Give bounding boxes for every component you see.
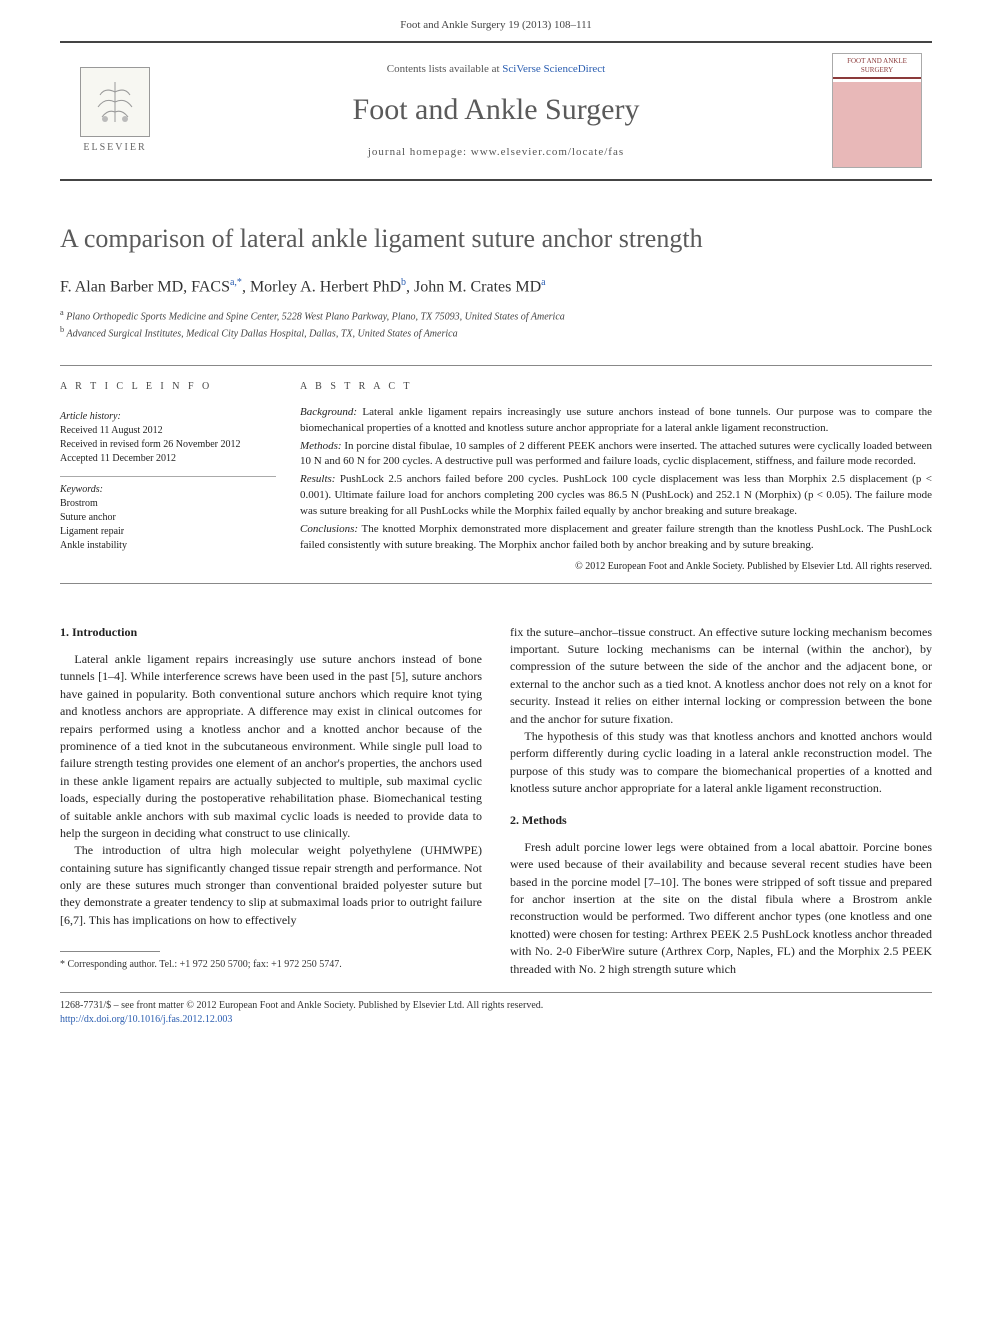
history-label: Article history:: [60, 410, 276, 424]
methods-label: Methods:: [300, 440, 342, 452]
cover-title: FOOT AND ANKLE SURGERY: [833, 54, 921, 79]
journal-title: Foot and Ankle Surgery: [160, 89, 832, 131]
sciencedirect-link[interactable]: SciVerse ScienceDirect: [502, 63, 605, 75]
homepage-line: journal homepage: www.elsevier.com/locat…: [160, 145, 832, 160]
article-info-sidebar: A R T I C L E I N F O Article history: R…: [60, 380, 300, 574]
results-text: PushLock 2.5 anchors failed before 200 c…: [300, 473, 932, 517]
background-label: Background:: [300, 406, 357, 418]
author-1: F. Alan Barber MD, FACS: [60, 278, 230, 295]
affiliation-b: Advanced Surgical Institutes, Medical Ci…: [67, 328, 458, 339]
body-columns: 1. Introduction Lateral ankle ligament r…: [60, 624, 932, 978]
column-left: 1. Introduction Lateral ankle ligament r…: [60, 624, 482, 978]
section-1-p1: Lateral ankle ligament repairs increasin…: [60, 651, 482, 842]
column-right: fix the suture–anchor–tissue construct. …: [510, 624, 932, 978]
col2-p1: fix the suture–anchor–tissue construct. …: [510, 624, 932, 728]
footnote-separator: [60, 951, 160, 952]
abstract-heading: A B S T R A C T: [300, 380, 932, 395]
revised-date: Received in revised form 26 November 201…: [60, 438, 276, 452]
article-title: A comparison of lateral ankle ligament s…: [60, 221, 932, 257]
authors-line: F. Alan Barber MD, FACSa,*, Morley A. He…: [60, 276, 932, 299]
homepage-prefix: journal homepage:: [368, 146, 471, 158]
author-3-sup: a: [541, 277, 545, 288]
conclusions-label: Conclusions:: [300, 523, 358, 535]
keyword-3: Ankle instability: [60, 539, 276, 553]
keyword-2: Ligament repair: [60, 525, 276, 539]
contents-list-line: Contents lists available at SciVerse Sci…: [160, 62, 832, 77]
author-2: , Morley A. Herbert PhD: [242, 278, 401, 295]
journal-banner: ELSEVIER Contents lists available at Sci…: [60, 41, 932, 181]
citation-header: Foot and Ankle Surgery 19 (2013) 108–111: [0, 0, 992, 41]
author-3: , John M. Crates MD: [406, 278, 541, 295]
elsevier-label: ELSEVIER: [83, 141, 146, 155]
journal-cover-thumbnail: FOOT AND ANKLE SURGERY: [832, 53, 922, 168]
elsevier-logo: ELSEVIER: [70, 61, 160, 161]
keywords-label: Keywords:: [60, 483, 276, 497]
abstract-divider: [60, 583, 932, 584]
corresponding-footnote: * Corresponding author. Tel.: +1 972 250…: [60, 958, 482, 973]
keyword-0: Brostrom: [60, 497, 276, 511]
methods-text: In porcine distal fibulae, 10 samples of…: [300, 440, 932, 468]
received-date: Received 11 August 2012: [60, 424, 276, 438]
abstract-block: A B S T R A C T Background: Lateral ankl…: [300, 380, 932, 574]
background-text: Lateral ankle ligament repairs increasin…: [300, 406, 932, 434]
homepage-url[interactable]: www.elsevier.com/locate/fas: [471, 146, 624, 158]
keyword-1: Suture anchor: [60, 511, 276, 525]
author-1-sup: a,*: [230, 277, 242, 288]
article-info-heading: A R T I C L E I N F O: [60, 380, 276, 394]
section-2-p1: Fresh adult porcine lower legs were obta…: [510, 839, 932, 978]
contents-prefix: Contents lists available at: [387, 63, 502, 75]
affiliations: a Plano Orthopedic Sports Medicine and S…: [60, 307, 932, 342]
section-1-heading: 1. Introduction: [60, 624, 482, 641]
footer-copyright: 1268-7731/$ – see front matter © 2012 Eu…: [60, 999, 932, 1013]
doi-link[interactable]: http://dx.doi.org/10.1016/j.fas.2012.12.…: [60, 1014, 232, 1025]
page-footer: 1268-7731/$ – see front matter © 2012 Eu…: [60, 992, 932, 1027]
section-2-heading: 2. Methods: [510, 812, 932, 829]
col2-p2: The hypothesis of this study was that kn…: [510, 728, 932, 798]
results-label: Results:: [300, 473, 335, 485]
affiliation-a: Plano Orthopedic Sports Medicine and Spi…: [66, 311, 565, 322]
section-1-p2: The introduction of ultra high molecular…: [60, 842, 482, 929]
abstract-copyright: © 2012 European Foot and Ankle Society. …: [300, 560, 932, 575]
elsevier-tree-icon: [80, 67, 150, 137]
conclusions-text: The knotted Morphix demonstrated more di…: [300, 523, 932, 551]
accepted-date: Accepted 11 December 2012: [60, 452, 276, 466]
